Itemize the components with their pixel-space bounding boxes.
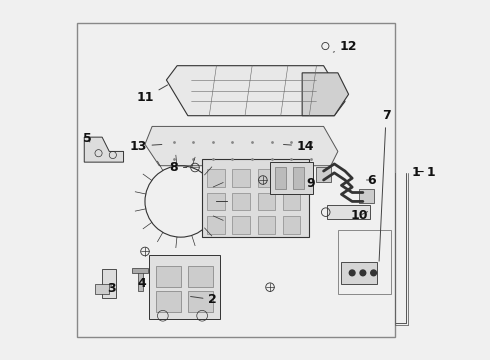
- Bar: [207, 216, 225, 234]
- Text: 8: 8: [169, 161, 187, 174]
- Text: 7: 7: [379, 109, 391, 261]
- Bar: [283, 169, 300, 187]
- Bar: [138, 269, 143, 291]
- Bar: [156, 291, 181, 312]
- Bar: [102, 269, 117, 298]
- Circle shape: [371, 270, 376, 276]
- Text: 3: 3: [107, 283, 115, 296]
- Bar: [359, 189, 373, 203]
- Text: 13: 13: [129, 140, 162, 153]
- Bar: [207, 193, 225, 210]
- Text: 1: 1: [411, 166, 420, 179]
- Bar: [338, 230, 392, 294]
- Text: 9: 9: [307, 177, 316, 190]
- Bar: [327, 205, 370, 219]
- Bar: [77, 23, 395, 337]
- Bar: [207, 169, 225, 187]
- Text: 11: 11: [136, 85, 168, 104]
- Bar: [283, 193, 300, 210]
- Bar: [293, 167, 304, 189]
- Bar: [283, 216, 300, 234]
- Bar: [342, 262, 377, 284]
- Bar: [258, 193, 275, 210]
- Bar: [232, 169, 250, 187]
- Circle shape: [360, 270, 366, 276]
- Bar: [232, 216, 250, 234]
- Bar: [317, 167, 331, 182]
- Bar: [232, 193, 250, 210]
- Polygon shape: [167, 66, 345, 116]
- Bar: [95, 284, 109, 294]
- Polygon shape: [302, 73, 348, 116]
- Text: 4: 4: [137, 277, 146, 290]
- Bar: [270, 162, 313, 194]
- Bar: [258, 216, 275, 234]
- Text: 6: 6: [367, 174, 376, 186]
- Bar: [156, 266, 181, 287]
- Circle shape: [349, 270, 355, 276]
- Text: 14: 14: [284, 140, 315, 153]
- Text: 10: 10: [350, 209, 368, 222]
- Bar: [188, 291, 213, 312]
- Text: 5: 5: [83, 132, 92, 145]
- Text: 12: 12: [333, 40, 357, 53]
- Bar: [188, 266, 213, 287]
- Bar: [275, 167, 286, 189]
- Text: ─ 1: ─ 1: [415, 166, 435, 179]
- Polygon shape: [145, 126, 338, 166]
- Bar: [202, 158, 309, 237]
- Text: 2: 2: [191, 293, 217, 306]
- Polygon shape: [84, 137, 123, 162]
- Bar: [132, 267, 148, 273]
- Bar: [148, 255, 220, 319]
- Bar: [258, 169, 275, 187]
